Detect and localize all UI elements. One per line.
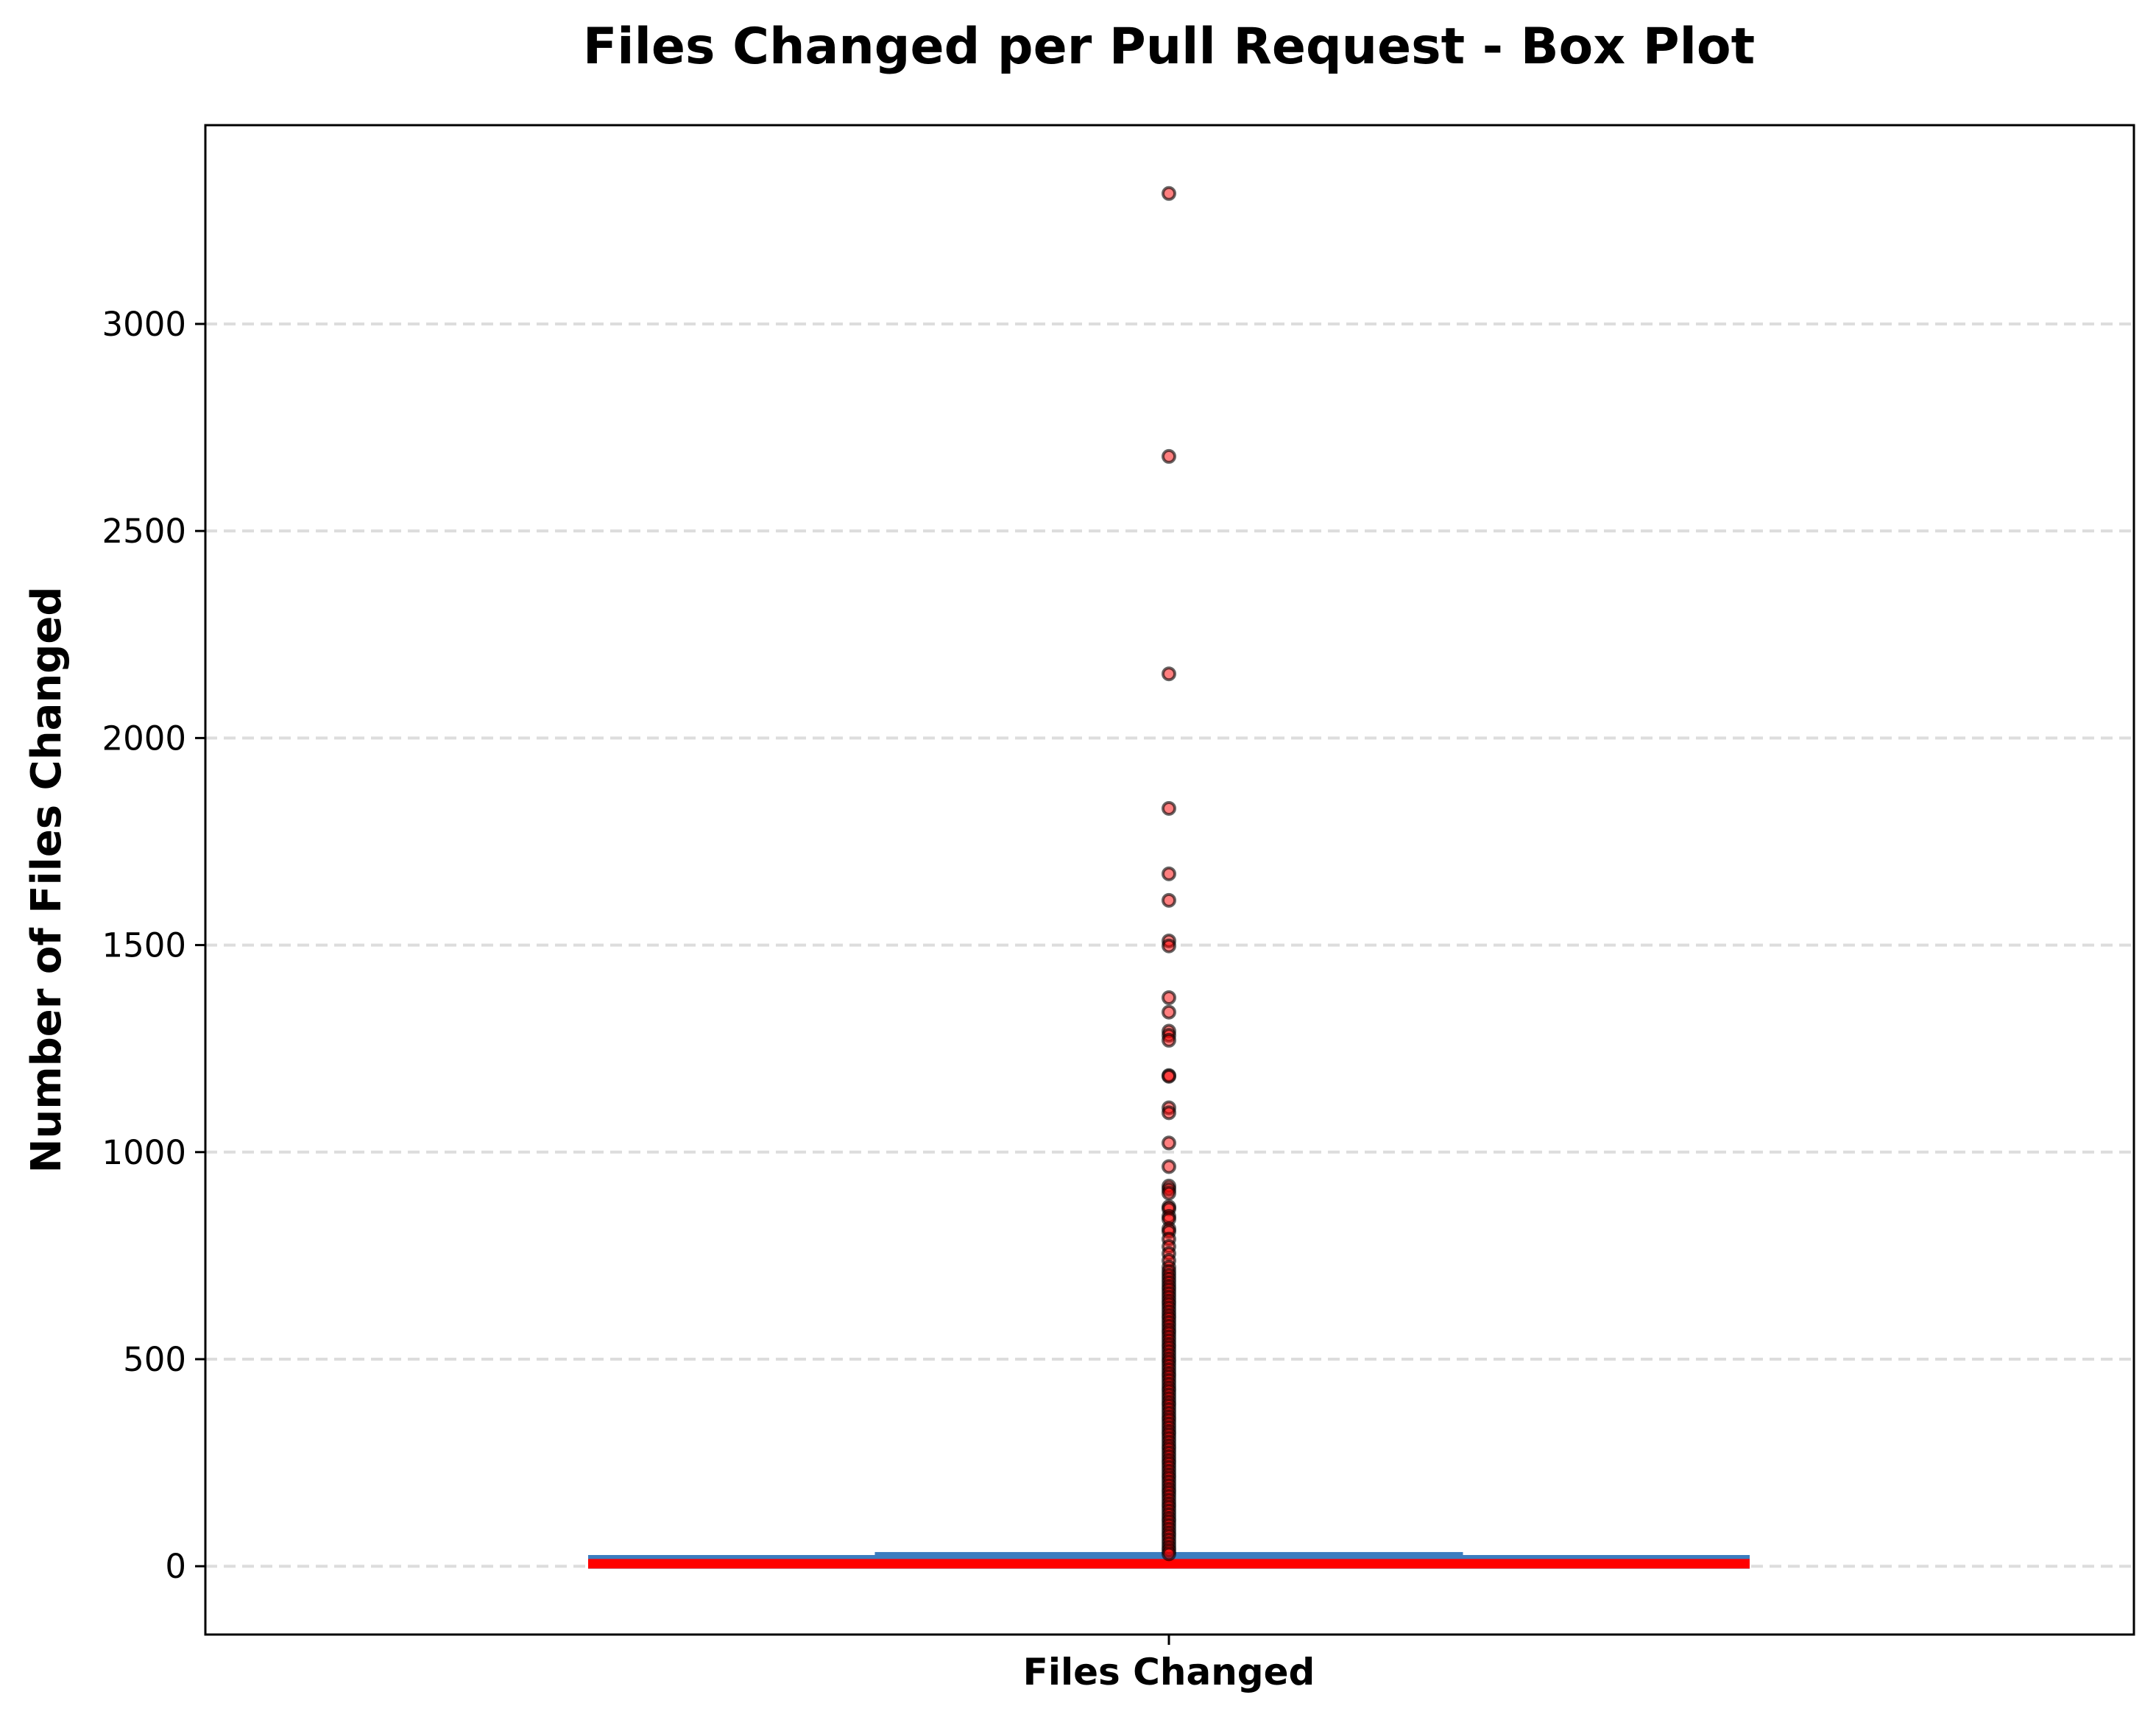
outlier-point-17: [1162, 1135, 1176, 1151]
ytick-label-2000: 2000: [102, 719, 186, 758]
outlier-point-3: [1162, 800, 1176, 816]
outlier-point-18: [1162, 1159, 1176, 1174]
outlier-point-16: [1162, 1105, 1176, 1121]
outlier-layer: [1162, 186, 1176, 1562]
outlier-point-2: [1162, 666, 1176, 682]
ytick-label-2500: 2500: [102, 512, 186, 551]
x-axis-ticks: Files Changed: [1023, 1635, 1315, 1693]
outlier-point-8: [1162, 990, 1176, 1006]
outlier-point-1: [1162, 448, 1176, 464]
gridlines: [205, 322, 2134, 1568]
outlier-point-111: [1162, 1546, 1176, 1562]
ytick-label-0: 0: [165, 1547, 186, 1586]
y-axis-label: Number of Files Changed: [23, 587, 71, 1174]
outlier-point-14: [1162, 1068, 1176, 1084]
outlier-point-12: [1162, 1032, 1176, 1048]
outlier-point-21: [1162, 1185, 1176, 1201]
outlier-point-9: [1162, 1004, 1176, 1020]
y-axis-ticks: 0 500 1000 1500 2000 2500 3000: [102, 305, 205, 1586]
xtick-label: Files Changed: [1023, 1651, 1315, 1693]
outlier-point-7: [1162, 938, 1176, 953]
chart-title: Files Changed per Pull Request - Box Plo…: [583, 18, 1755, 76]
ytick-label-3000: 3000: [102, 305, 186, 344]
ytick-label-1000: 1000: [102, 1133, 186, 1172]
ytick-label-1500: 1500: [102, 926, 186, 965]
outlier-point-5: [1162, 892, 1176, 908]
outlier-point-0: [1162, 186, 1176, 201]
ytick-label-500: 500: [123, 1340, 186, 1379]
outlier-point-4: [1162, 866, 1176, 881]
